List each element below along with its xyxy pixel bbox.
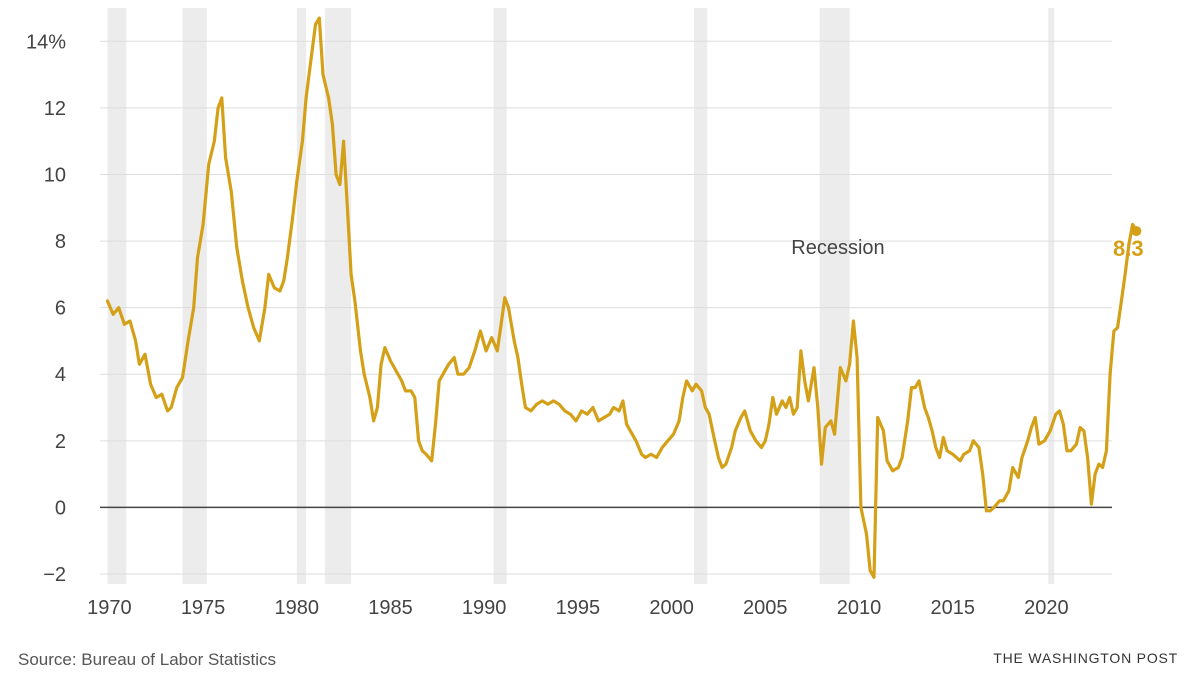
y-tick-label: 4 [55, 364, 66, 386]
recession-band [819, 8, 850, 584]
y-axis: −2 0 2 4 6 8 10 12 14% [26, 31, 66, 586]
x-tick-label: 1975 [181, 597, 226, 619]
x-tick-label: 2005 [743, 597, 788, 619]
recession-bands [107, 8, 1055, 584]
x-tick-label: 1980 [275, 597, 320, 619]
x-axis: 1970 1975 1980 1985 1990 1995 2000 2005 2010 2015… [87, 597, 1069, 619]
end-value-label: 8.3 [1113, 236, 1144, 261]
y-tick-label: 0 [55, 497, 66, 519]
y-tick-label: 10 [44, 164, 66, 186]
x-tick-label: 1985 [368, 597, 413, 619]
x-tick-label: 2000 [649, 597, 694, 619]
y-tick-label: 12 [44, 98, 66, 120]
x-tick-label: 2020 [1024, 597, 1069, 619]
x-tick-label: 2015 [930, 597, 975, 619]
y-tick-label: 8 [55, 231, 66, 253]
source-note: Source: Bureau of Labor Statistics [18, 650, 276, 669]
end-point-marker [1131, 226, 1142, 237]
publisher-credit: THE WASHINGTON POST [993, 650, 1178, 666]
x-tick-label: 1970 [87, 597, 132, 619]
recession-band [694, 8, 708, 584]
series-line [105, 16, 1138, 579]
y-tick-label: 14% [26, 31, 66, 53]
y-tick-label: −2 [43, 564, 66, 586]
gridlines [100, 40, 1112, 575]
recession-band [1048, 8, 1055, 584]
chart: −2 0 2 4 6 8 10 12 14% 1970 1975 1980 1985 1990 1995 2… [26, 8, 1144, 619]
x-tick-label: 1990 [462, 597, 507, 619]
series-layer [105, 16, 1142, 579]
recession-annotation: Recession [791, 237, 884, 259]
x-tick-label: 2010 [837, 597, 882, 619]
recession-band [107, 8, 127, 584]
y-tick-label: 2 [55, 431, 66, 453]
x-tick-label: 1995 [556, 597, 601, 619]
y-tick-label: 6 [55, 298, 66, 320]
recession-band [493, 8, 507, 584]
recession-band [296, 8, 307, 584]
